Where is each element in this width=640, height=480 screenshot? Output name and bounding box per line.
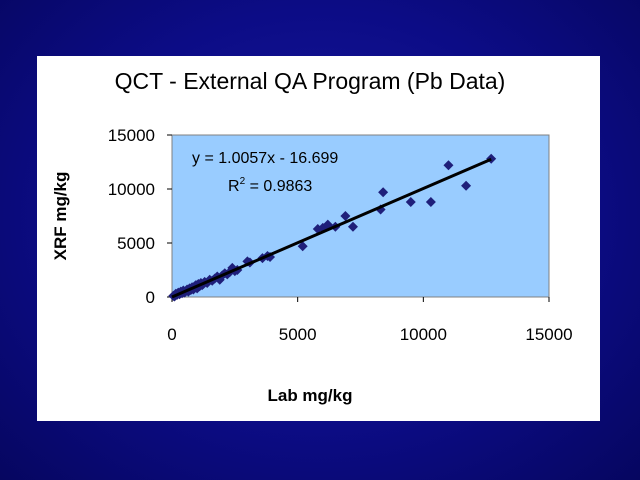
x-tick-label: 10000 bbox=[400, 325, 447, 344]
data-point bbox=[443, 160, 454, 171]
y-tick-label: 15000 bbox=[108, 126, 155, 145]
data-point bbox=[425, 196, 436, 207]
data-point bbox=[461, 180, 472, 191]
trendline-equation: y = 1.0057x - 16.699 bbox=[192, 150, 338, 167]
data-point bbox=[297, 241, 308, 252]
data-point bbox=[347, 221, 358, 232]
r-squared-prefix: R bbox=[228, 178, 240, 195]
data-point bbox=[486, 153, 497, 164]
data-point bbox=[405, 196, 416, 207]
r-squared-exponent: 2 bbox=[240, 176, 246, 187]
r-squared-label: R2 = 0.9863 bbox=[228, 176, 312, 195]
x-tick-label: 15000 bbox=[525, 325, 572, 344]
x-tick-label: 5000 bbox=[279, 325, 317, 344]
tick-layer: 0 5000 10000 15000 0 5000 10000 15000 bbox=[108, 126, 573, 344]
r-squared-value: = 0.9863 bbox=[245, 178, 312, 195]
x-tick-label: 0 bbox=[167, 325, 176, 344]
y-tick-label: 10000 bbox=[108, 180, 155, 199]
x-axis-label: Lab mg/kg bbox=[267, 386, 352, 405]
y-tick-label: 5000 bbox=[117, 234, 155, 253]
y-tick-label: 0 bbox=[146, 288, 155, 307]
data-point bbox=[378, 187, 389, 198]
scatter-chart: QCT - External QA Program (Pb Data) 0 500… bbox=[51, 68, 573, 405]
chart-panel: QCT - External QA Program (Pb Data) 0 500… bbox=[37, 56, 600, 421]
y-axis-label: XRF mg/kg bbox=[51, 172, 70, 261]
chart-title: QCT - External QA Program (Pb Data) bbox=[115, 68, 506, 94]
trendline bbox=[171, 157, 492, 299]
data-point bbox=[340, 211, 351, 221]
